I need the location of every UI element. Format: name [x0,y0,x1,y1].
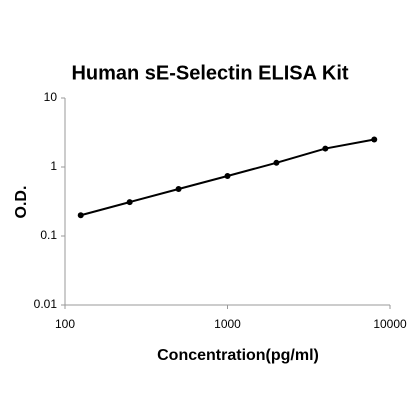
x-tick-label: 1000 [214,317,241,331]
data-point [126,199,133,206]
data-point [371,136,378,143]
data-point [175,185,182,192]
data-point [224,173,231,180]
data-point [322,145,329,152]
x-axis-title: Concentration(pg/ml) [157,347,319,364]
data-point [77,212,84,219]
data-point [273,159,280,166]
x-tick-label: 10000 [373,317,407,331]
x-tick-label: 100 [55,317,75,331]
y-tick-label: 1 [50,159,57,173]
chart-title: Human sE-Selectin ELISA Kit [71,62,348,84]
y-axis-title: O.D. [13,186,30,219]
y-tick-label: 10 [44,90,58,104]
y-tick-label: 0.01 [34,297,58,311]
y-tick-label: 0.1 [40,228,57,242]
